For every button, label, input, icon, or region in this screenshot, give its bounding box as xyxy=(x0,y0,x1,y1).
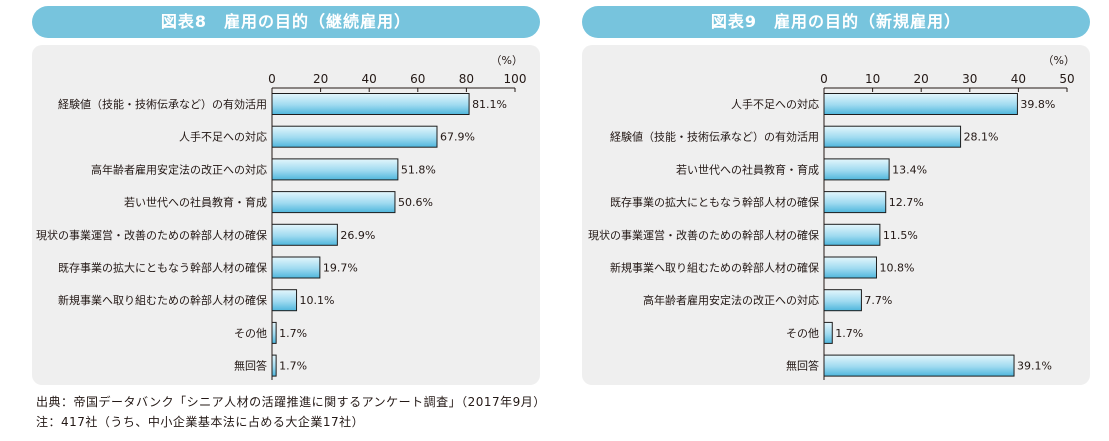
value-label: 81.1% xyxy=(472,98,507,111)
value-label: 39.1% xyxy=(1017,360,1052,373)
bar xyxy=(823,289,862,312)
category-label: 新規事業へ取り組むための幹部人材の確保 xyxy=(58,293,267,307)
bar xyxy=(271,354,277,377)
bar xyxy=(271,158,399,181)
tick-label: 10 xyxy=(865,72,880,86)
note-footnote: 注：417社（うち、中小企業基本法に占める大企業17社） xyxy=(36,415,365,429)
category-label: その他 xyxy=(786,327,819,340)
value-label: 50.6% xyxy=(398,196,433,209)
chart-area: （%） 0 10 20 30 40 50 人手不足への対応 39.8% 経験値（技能・技術伝承など… xyxy=(582,45,1090,385)
bar xyxy=(823,158,890,181)
bar xyxy=(271,125,438,148)
bar xyxy=(271,256,321,279)
category-label: 無回答 xyxy=(234,359,267,373)
chart-title: 図表8 雇用の目的（継続雇用） xyxy=(32,6,540,38)
value-label: 28.1% xyxy=(964,131,999,144)
category-label: 若い世代への社員教育・育成 xyxy=(124,195,267,209)
chart-title: 図表9 雇用の目的（新規雇用） xyxy=(582,6,1090,38)
bar-chart: （%） 0 10 20 30 40 50 人手不足への対応 39.8% 経験値（技能・技術伝承など… xyxy=(588,54,1075,380)
bar-chart: （%） 0 20 40 60 80 100 経験値（技能・技術伝承など）の有効活用 81.1% 人… xyxy=(36,54,527,380)
tick-label: 30 xyxy=(962,72,977,86)
bar xyxy=(823,321,833,344)
source-footnote: 出典：帝国データバンク「シニア人材の活躍推進に関するアンケート調査」（2017年… xyxy=(36,395,546,409)
bar xyxy=(271,93,470,115)
tick-label: 100 xyxy=(504,72,527,86)
tick-label: 50 xyxy=(1059,72,1074,86)
tick-label: 20 xyxy=(914,72,929,86)
unit-label: （%） xyxy=(491,54,523,67)
value-label: 1.7% xyxy=(835,327,863,340)
chart-area: （%） 0 20 40 60 80 100 経験値（技能・技術伝承など）の有効活用 81.1% 人… xyxy=(32,45,540,385)
category-label: 高年齢者雇用安定法の改正への対応 xyxy=(91,162,267,176)
value-label: 10.1% xyxy=(300,294,335,307)
category-label: 高年齢者雇用安定法の改正への対応 xyxy=(643,293,819,307)
value-label: 1.7% xyxy=(279,360,307,373)
category-label: 人手不足への対応 xyxy=(731,97,819,111)
bar xyxy=(823,125,962,148)
category-label: 無回答 xyxy=(786,359,819,373)
category-label: 既存事業の拡大にともなう幹部人材の確保 xyxy=(58,261,267,275)
category-label: 現状の事業運営・改善のための幹部人材の確保 xyxy=(36,228,267,242)
value-label: 51.8% xyxy=(401,163,436,176)
category-label: 経験値（技能・技術伝承など）の有効活用 xyxy=(58,97,267,111)
value-label: 11.5% xyxy=(883,229,918,242)
bar xyxy=(271,321,277,344)
bar xyxy=(271,223,338,246)
unit-label: （%） xyxy=(1043,54,1075,67)
value-label: 67.9% xyxy=(440,131,475,144)
tick-label: 0 xyxy=(820,72,828,86)
value-label: 7.7% xyxy=(864,294,892,307)
value-label: 39.8% xyxy=(1020,98,1055,111)
bar xyxy=(823,256,877,279)
tick-label: 60 xyxy=(410,72,425,86)
category-label: 人手不足への対応 xyxy=(179,130,267,144)
category-label: その他 xyxy=(234,327,267,340)
value-label: 10.8% xyxy=(879,262,914,275)
tick-label: 20 xyxy=(313,72,328,86)
bar xyxy=(271,289,298,312)
category-label: 経験値（技能・技術伝承など）の有効活用 xyxy=(610,130,819,144)
tick-label: 0 xyxy=(268,72,276,86)
category-label: 若い世代への社員教育・育成 xyxy=(676,162,819,176)
category-label: 既存事業の拡大にともなう幹部人材の確保 xyxy=(610,195,819,209)
tick-label: 40 xyxy=(1011,72,1026,86)
value-label: 1.7% xyxy=(279,327,307,340)
category-label: 現状の事業運営・改善のための幹部人材の確保 xyxy=(588,228,819,242)
bar xyxy=(271,191,396,214)
category-label: 新規事業へ取り組むための幹部人材の確保 xyxy=(610,261,819,275)
bar xyxy=(823,223,881,246)
tick-label: 40 xyxy=(362,72,377,86)
bar xyxy=(823,93,1018,115)
bar xyxy=(823,354,1015,377)
value-label: 12.7% xyxy=(889,196,924,209)
tick-label: 80 xyxy=(459,72,474,86)
value-label: 26.9% xyxy=(340,229,375,242)
bar xyxy=(823,191,887,214)
value-label: 13.4% xyxy=(892,163,927,176)
value-label: 19.7% xyxy=(323,262,358,275)
